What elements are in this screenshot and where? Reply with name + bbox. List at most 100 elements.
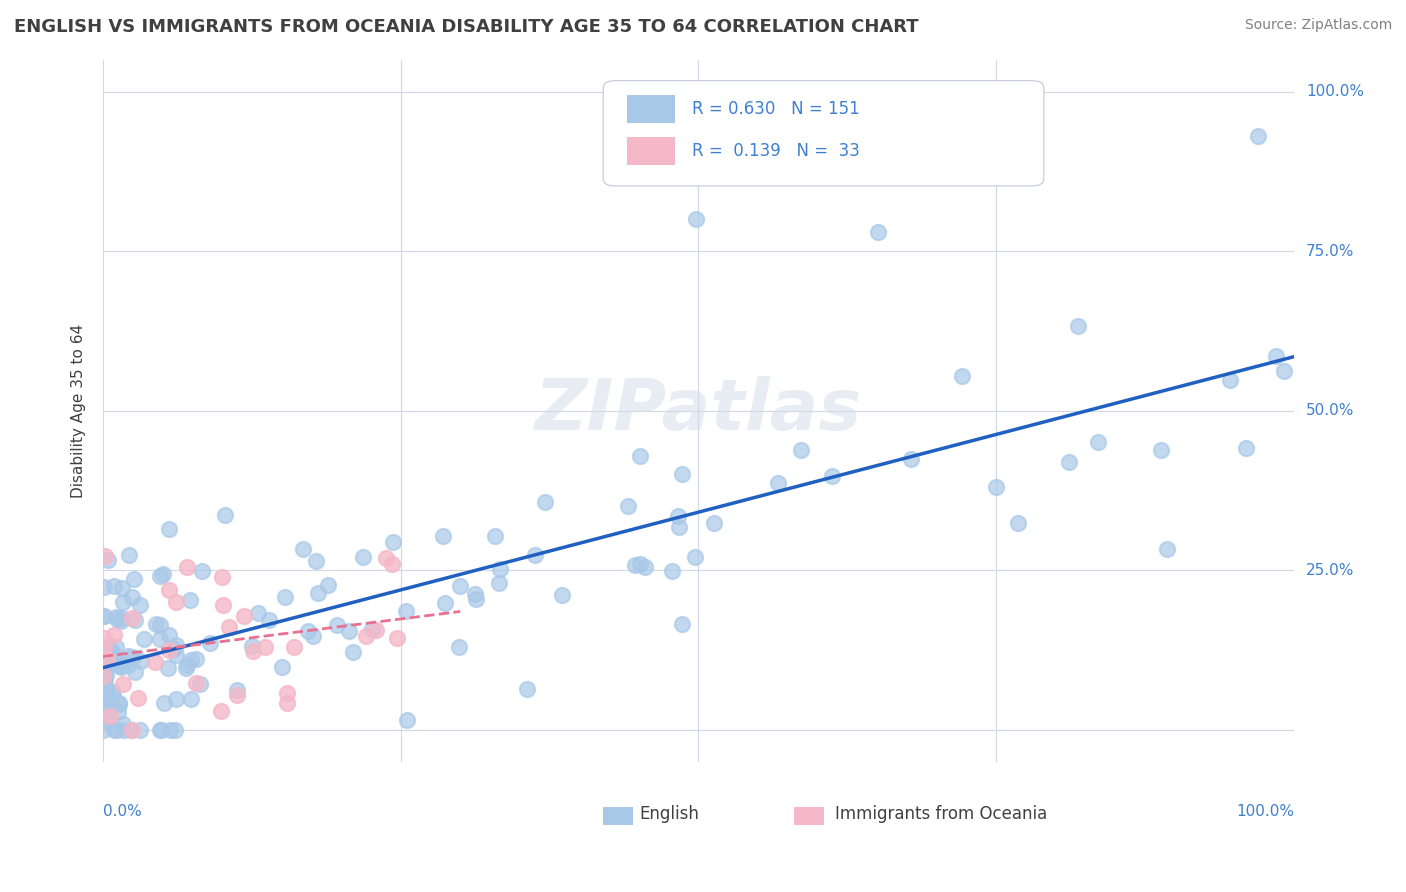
Point (382, 534, 405, 549)
Point (671, 467, 693, 482)
Point (93, 580, 115, 594)
Point (96, 681, 118, 695)
Point (149, 569, 172, 583)
Point (432, 529, 454, 543)
Point (184, 652, 207, 666)
Point (628, 449, 651, 463)
Point (821, 469, 844, 483)
Text: R =  0.139   N =  33: R = 0.139 N = 33 (693, 142, 860, 160)
Point (100, 708, 122, 723)
Point (100, 643, 122, 657)
Text: 100.0%: 100.0% (1236, 804, 1294, 819)
Text: Source: ZipAtlas.com: Source: ZipAtlas.com (1244, 18, 1392, 32)
Point (488, 575, 510, 590)
Point (159, 723, 181, 737)
Point (1156, 542, 1178, 557)
Point (129, 654, 152, 668)
Point (112, 723, 135, 737)
Point (395, 714, 418, 728)
Point (121, 723, 143, 737)
Point (634, 560, 657, 574)
Text: English: English (638, 805, 699, 823)
Bar (603, 807, 633, 825)
Point (157, 628, 180, 642)
FancyBboxPatch shape (603, 80, 1043, 186)
Point (112, 677, 135, 691)
Point (1219, 373, 1241, 387)
Point (364, 623, 387, 637)
Point (225, 682, 247, 697)
Point (166, 594, 188, 608)
Point (337, 624, 360, 639)
Point (124, 613, 146, 627)
Point (129, 598, 152, 612)
Point (179, 692, 201, 706)
Point (671, 617, 693, 632)
Point (111, 611, 134, 625)
Point (326, 618, 349, 632)
Point (94, 705, 117, 719)
Point (209, 704, 232, 718)
Point (103, 628, 125, 642)
Point (120, 723, 142, 737)
Point (184, 676, 207, 690)
Point (104, 657, 127, 671)
Point (111, 581, 134, 595)
Point (212, 598, 235, 612)
Point (361, 622, 384, 636)
Point (107, 705, 129, 719)
Point (449, 640, 471, 654)
Text: ENGLISH VS IMMIGRANTS FROM OCEANIA DISABILITY AGE 35 TO 64 CORRELATION CHART: ENGLISH VS IMMIGRANTS FROM OCEANIA DISAB… (14, 18, 918, 36)
Point (96, 668, 118, 682)
Point (191, 564, 214, 578)
Point (1247, 129, 1270, 144)
Point (292, 542, 315, 557)
Point (94, 691, 117, 706)
Point (93, 631, 115, 645)
Point (218, 620, 240, 634)
Point (375, 551, 398, 566)
Text: R = 0.630   N = 151: R = 0.630 N = 151 (693, 100, 860, 118)
Point (1067, 319, 1090, 334)
Point (101, 689, 124, 703)
Point (108, 697, 131, 711)
Point (1007, 516, 1029, 531)
Point (180, 652, 202, 666)
Y-axis label: Disability Age 35 to 64: Disability Age 35 to 64 (72, 324, 86, 498)
Point (395, 604, 418, 618)
Point (318, 578, 340, 592)
Point (122, 572, 145, 586)
Point (434, 596, 457, 610)
Point (297, 624, 319, 638)
Point (149, 723, 172, 737)
Point (524, 548, 547, 562)
Point (179, 593, 201, 607)
Point (93, 668, 115, 682)
Point (93, 683, 115, 698)
Point (124, 665, 146, 679)
Point (110, 660, 132, 674)
Point (143, 655, 166, 669)
Point (98, 640, 121, 655)
Point (128, 723, 150, 737)
Point (101, 648, 124, 662)
Point (302, 629, 325, 643)
Point (1272, 363, 1295, 377)
Point (96, 714, 118, 728)
Point (101, 644, 124, 658)
Point (257, 613, 280, 627)
Point (111, 657, 134, 671)
Point (274, 590, 297, 604)
Point (93, 648, 115, 663)
Point (449, 579, 471, 593)
Point (91, 650, 114, 665)
Point (111, 717, 134, 731)
Point (225, 688, 247, 702)
Point (118, 548, 141, 562)
Point (666, 509, 689, 524)
Point (108, 698, 131, 712)
Point (464, 587, 486, 601)
Point (121, 611, 143, 625)
Point (211, 570, 233, 584)
Point (149, 618, 172, 632)
